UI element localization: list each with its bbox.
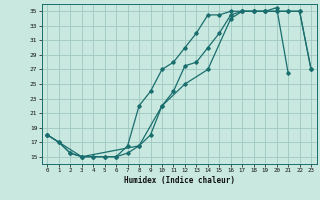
X-axis label: Humidex (Indice chaleur): Humidex (Indice chaleur): [124, 176, 235, 185]
